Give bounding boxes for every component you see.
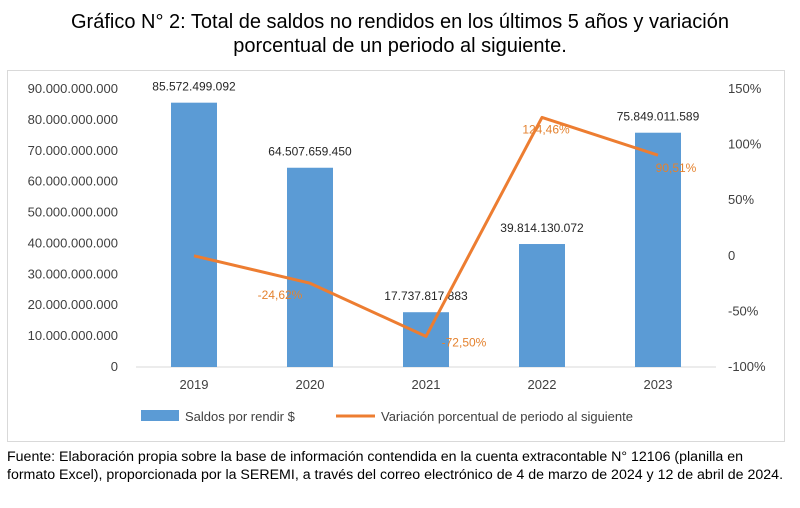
chart-area: 0 10.000.000.000 20.000.000.000 30.000.000.… (7, 70, 785, 442)
bar-value-label: 75.849.011.589 (617, 110, 700, 124)
line-value-label: -24,62% (258, 288, 303, 302)
x-tick-label: 2023 (644, 377, 673, 392)
y-left-tick-label: 20.000.000.000 (28, 297, 118, 312)
x-tick-label: 2021 (412, 377, 441, 392)
chart-title: Gráfico N° 2: Total de saldos no rendido… (0, 10, 800, 58)
line-value-label: -72,50% (442, 335, 487, 349)
bar-value-label: 39.814.130.072 (500, 221, 584, 235)
y-left-tick-label: 40.000.000.000 (28, 235, 118, 250)
y-left-tick-label: 50.000.000.000 (28, 205, 118, 220)
x-tick-label: 2019 (180, 377, 209, 392)
legend-swatch-bars (141, 410, 179, 421)
combo-chart: 0 10.000.000.000 20.000.000.000 30.000.000.… (28, 80, 766, 424)
y-left-tick-label: 30.000.000.000 (28, 266, 118, 281)
title-line-1: Gráfico N° 2: Total de saldos no rendido… (71, 11, 729, 33)
title-line-2: porcentual de un periodo al siguiente. (233, 35, 567, 57)
y-right-tick-label: 100% (728, 137, 762, 152)
y-right-tick-label: -50% (728, 303, 759, 318)
y-right-tick-label: 50% (728, 192, 754, 207)
bar-value-label: 64.507.659.450 (268, 145, 352, 159)
x-tick-label: 2022 (528, 377, 557, 392)
y-left-tick-label: 10.000.000.000 (28, 328, 118, 343)
bar-2019 (171, 102, 217, 367)
bar-2021 (403, 312, 449, 367)
y-right-tick-label: -100% (728, 359, 766, 374)
bar-2020 (287, 167, 333, 367)
variation-line (193, 115, 659, 338)
x-tick-label: 2020 (296, 377, 325, 392)
y-right-tick-label: 150% (728, 81, 762, 96)
y-left-tick-label: 0 (111, 359, 118, 374)
y-left-tick-label: 90.000.000.000 (28, 81, 118, 96)
legend-label-bars: Saldos por rendir $ (185, 409, 296, 424)
y-left-tick-label: 60.000.000.000 (28, 174, 118, 189)
bar-2023 (635, 132, 681, 367)
y-left-tick-label: 80.000.000.000 (28, 112, 118, 127)
source-note: Fuente: Elaboración propia sobre la base… (7, 449, 784, 483)
bar-value-label: 17.737.817.883 (384, 289, 468, 303)
y-right-tick-label: 0 (728, 248, 735, 263)
y-left-tick-label: 70.000.000.000 (28, 143, 118, 158)
bar-value-label: 85.572.499.092 (152, 80, 236, 94)
line-value-label: 124,46% (522, 122, 570, 136)
line-value-label: 90,51% (656, 161, 697, 175)
legend-label-line: Variación porcentual de periodo al sigui… (381, 409, 633, 424)
bar-2022 (519, 244, 565, 367)
